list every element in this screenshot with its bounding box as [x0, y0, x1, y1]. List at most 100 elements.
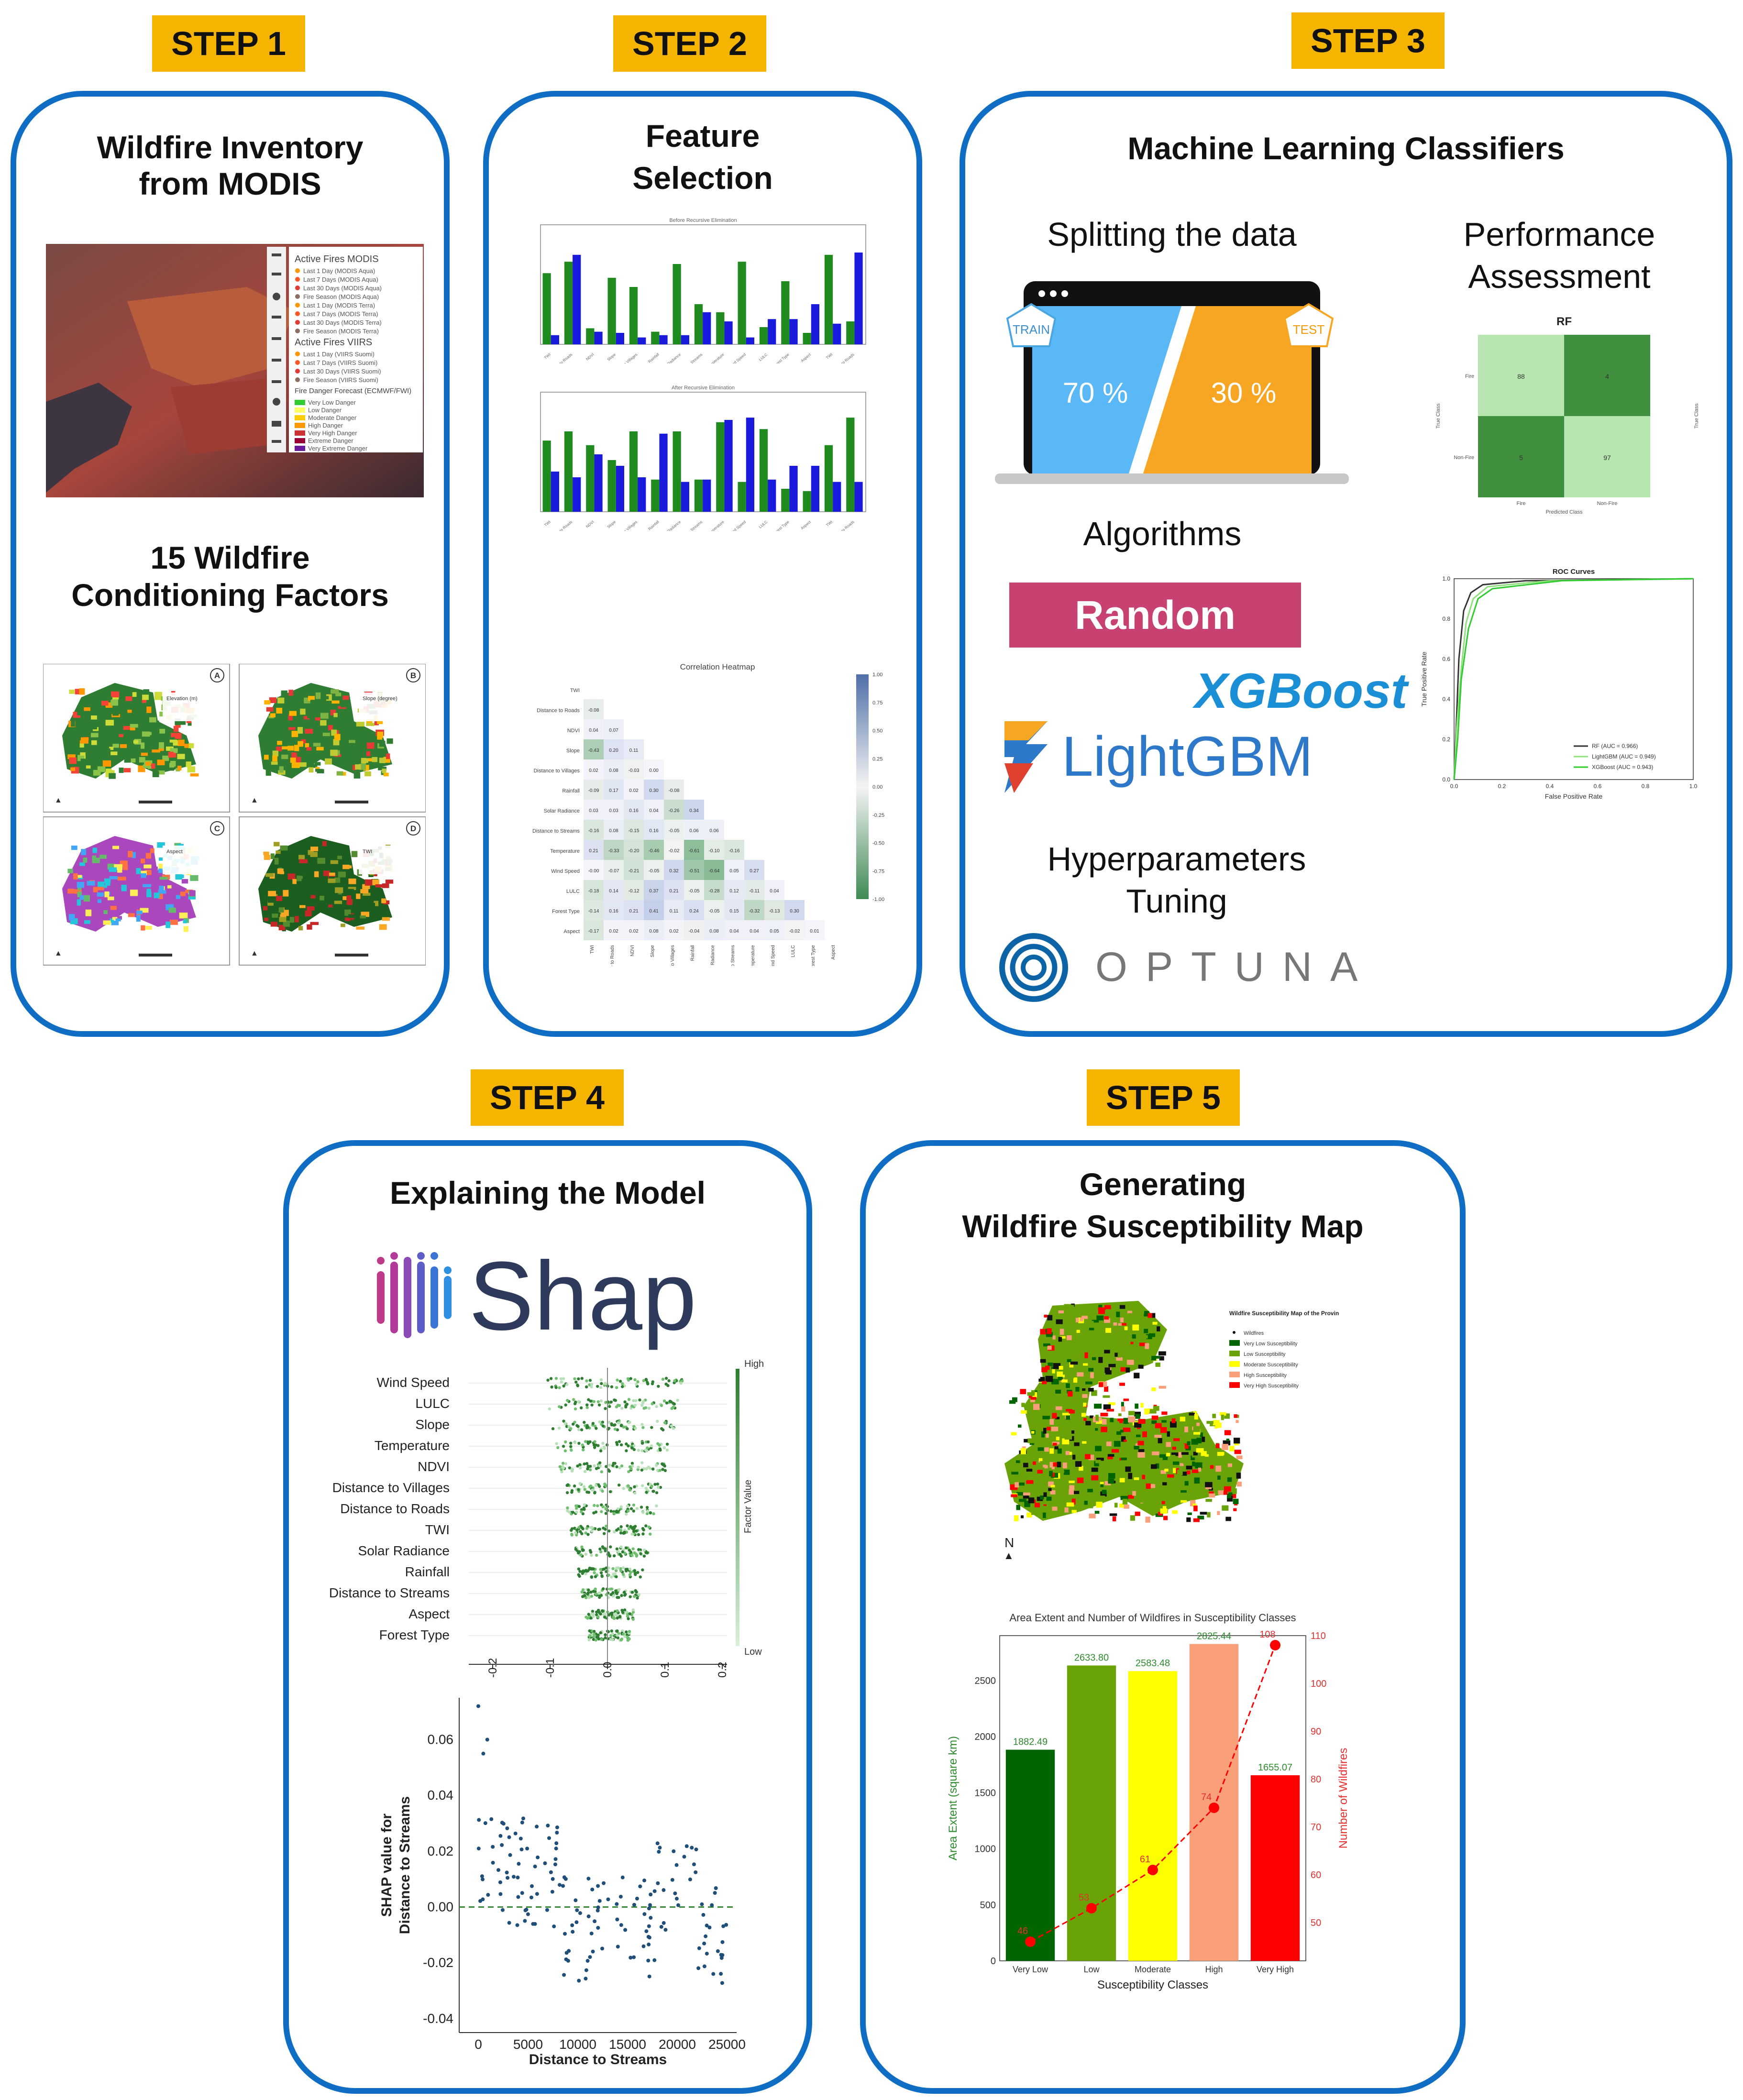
- beeswarm-point: [588, 1379, 592, 1382]
- fi-bar-green: [673, 264, 681, 344]
- susc-map-cell: [1068, 1451, 1072, 1457]
- susc-map-cell: [1132, 1324, 1139, 1330]
- beeswarm-point: [628, 1488, 631, 1492]
- fi-bar-green: [738, 482, 746, 512]
- susc-map-cell: [1082, 1332, 1087, 1336]
- factor-map-patch: [158, 858, 163, 861]
- beeswarm-point: [594, 1638, 597, 1642]
- beeswarm-point: [591, 1488, 594, 1492]
- cm-row-label: Fire: [1465, 374, 1474, 379]
- beeswarm-point: [655, 1419, 659, 1423]
- beeswarm-point: [575, 1424, 579, 1427]
- susc-map-cell: [1212, 1414, 1216, 1418]
- heatmap-cell-value: 0.02: [589, 768, 598, 773]
- beeswarm-point: [599, 1386, 603, 1389]
- beeswarm-point: [611, 1632, 615, 1636]
- factor-map-patch: [112, 846, 119, 849]
- fi-bar-green: [586, 328, 595, 344]
- heatmap-cell: [805, 920, 825, 940]
- susc-map-cell: [1081, 1481, 1089, 1487]
- fwi-legend-item: Very Extreme Danger: [308, 445, 368, 452]
- heatmap-cell-value: 0.04: [750, 929, 759, 934]
- susc-map-cell: [1168, 1455, 1176, 1458]
- dep-point: [586, 1877, 591, 1881]
- heatmap-cell-value: 0.02: [629, 788, 639, 793]
- heatmap-cell-value: -0.09: [588, 788, 599, 793]
- fwi-legend-item: Extreme Danger: [308, 437, 353, 444]
- beeswarm-point: [649, 1532, 652, 1536]
- beeswarm-point: [595, 1467, 598, 1470]
- beeswarm-point: [587, 1638, 591, 1642]
- beeswarm-feature-label: TWI: [425, 1522, 450, 1537]
- beeswarm-point: [614, 1569, 618, 1572]
- beeswarm-point: [607, 1529, 611, 1533]
- beeswarm-point: [577, 1551, 580, 1555]
- susc-legend-marker: [1233, 1331, 1236, 1334]
- beeswarm-point: [601, 1505, 605, 1508]
- susc-map-cell: [1161, 1501, 1165, 1505]
- factor-map-patch: [333, 739, 340, 746]
- dep-point: [635, 1896, 639, 1901]
- factor-map-patch: [169, 739, 177, 743]
- susc-map-cell: [1123, 1504, 1129, 1509]
- beeswarm-point: [645, 1449, 649, 1453]
- susc-map-cell: [1125, 1466, 1131, 1472]
- north-arrow-icon: ▲: [1004, 1550, 1014, 1559]
- dep-point: [652, 1958, 657, 1962]
- factor-map-patch: [70, 767, 76, 771]
- beeswarm-point: [577, 1400, 581, 1403]
- dep-point: [561, 1884, 565, 1888]
- factor-map-patch: [101, 701, 109, 706]
- beeswarm-point: [564, 1403, 567, 1407]
- susc-map-cell: [1193, 1506, 1198, 1512]
- factor-map-patch: [154, 720, 159, 726]
- fwi-legend-item: High Danger: [308, 422, 343, 429]
- legend-viirs-title: Active Fires VIIRS: [295, 337, 372, 348]
- fi-bar-blue: [746, 418, 754, 512]
- susc-map-cell: [1027, 1438, 1035, 1443]
- heatmap-colorbar: [856, 674, 869, 899]
- shap-icon-bar: [444, 1276, 452, 1319]
- north-arrow-glyph: ▲: [55, 949, 62, 957]
- beeswarm-point: [574, 1380, 578, 1384]
- beeswarm-point: [644, 1486, 648, 1490]
- factor-map-patch: [298, 741, 303, 747]
- factor-map-patch: [289, 917, 295, 923]
- beeswarm-point: [658, 1469, 662, 1472]
- factor-map-patch: [105, 748, 110, 753]
- susc-map-cell: [1047, 1315, 1053, 1320]
- beeswarm-point: [570, 1528, 573, 1532]
- factor-map-badge: [406, 821, 420, 836]
- colorbar-tick: -0.75: [872, 869, 884, 874]
- dep-point: [710, 1903, 714, 1907]
- beeswarm-point: [660, 1404, 663, 1407]
- susc-map-cell: [1151, 1356, 1157, 1361]
- optuna-icon: [999, 933, 1068, 1002]
- dep-xtick: 20000: [659, 2037, 696, 2052]
- beeswarm-point: [645, 1512, 649, 1516]
- factor-map-patch: [335, 887, 343, 893]
- panel-explaining-model: [283, 1140, 812, 2094]
- susc-map-cell: [1102, 1419, 1107, 1425]
- heatmap-cell-value: 0.07: [609, 728, 618, 733]
- roc-curves: ROC Curves0.00.00.20.20.40.40.60.60.80.8…: [1420, 568, 1698, 800]
- factor-map-patch: [306, 691, 310, 694]
- susc-map-cell: [1052, 1335, 1056, 1340]
- heatmap-cell-value: -0.11: [749, 889, 760, 894]
- chart-y2tick: 70: [1311, 1822, 1321, 1833]
- shap-icon-bar: [390, 1262, 398, 1333]
- beeswarm-point: [608, 1490, 612, 1494]
- colorbar-tick: -0.25: [872, 813, 884, 818]
- colorbar-tick: -1.00: [872, 897, 884, 902]
- susc-map-cell: [1150, 1464, 1157, 1469]
- dep-point: [690, 1846, 694, 1850]
- fwi-legend-swatch: [295, 438, 305, 443]
- land-region-2: [170, 378, 276, 454]
- factor-map-patch: [333, 877, 341, 883]
- beeswarm-point: [652, 1512, 655, 1516]
- factor-map-patch: [364, 738, 373, 743]
- susc-map-cell: [1040, 1459, 1046, 1465]
- beeswarm-point: [616, 1443, 619, 1446]
- factor-map-patch: [123, 768, 131, 772]
- factor-map-patch: [75, 689, 80, 694]
